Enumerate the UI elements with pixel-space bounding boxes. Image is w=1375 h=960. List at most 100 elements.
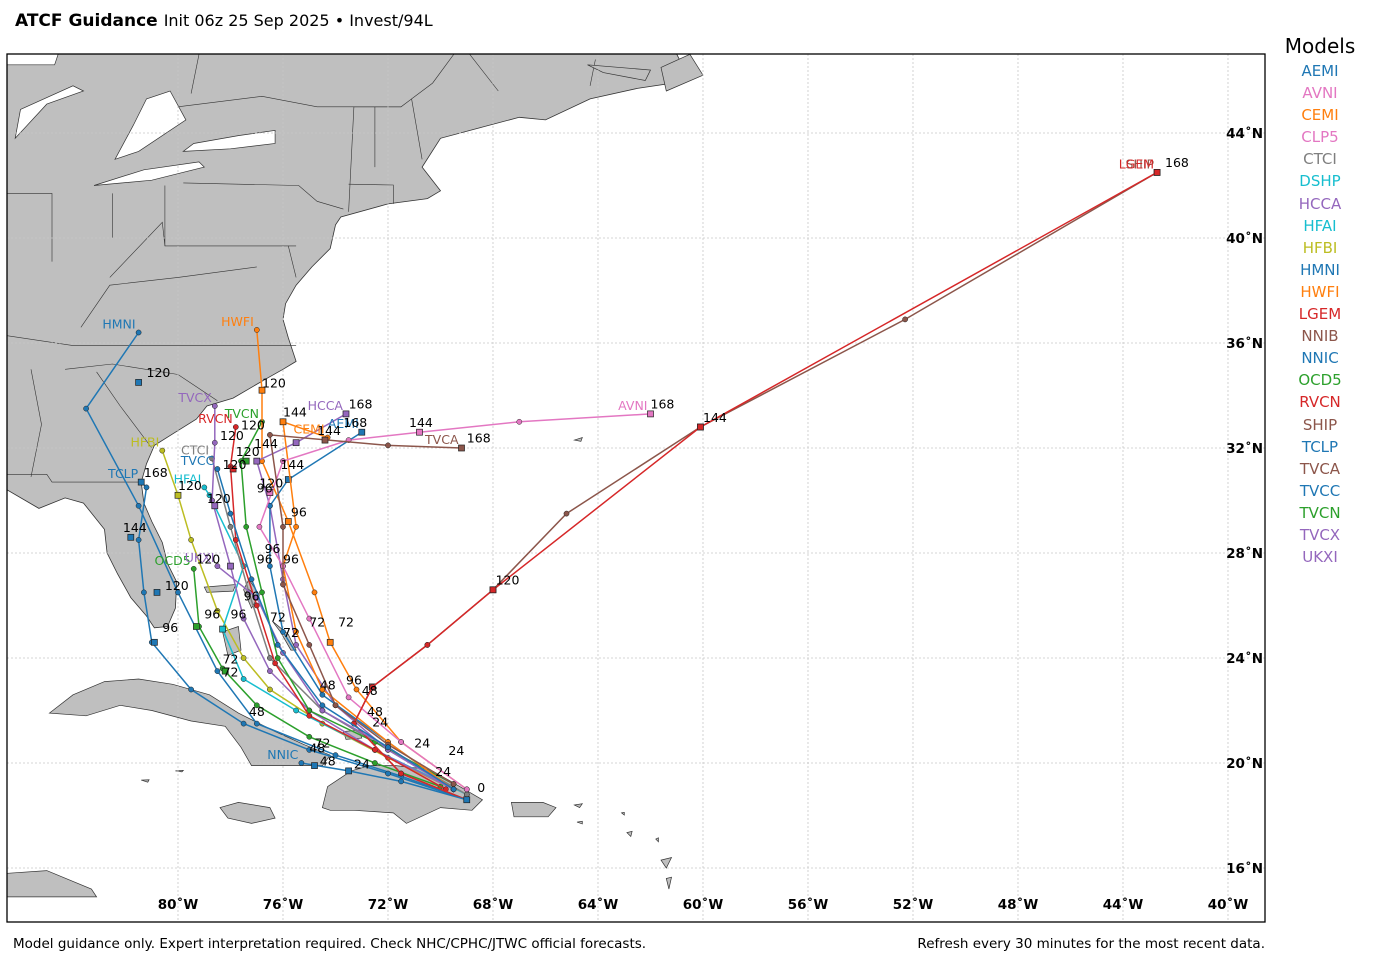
forecast-hour-label: 168 <box>651 397 675 412</box>
track-point <box>253 720 260 727</box>
lon-tick-label: 60˚W <box>683 896 724 913</box>
forecast-hour-label: 24 <box>448 743 464 758</box>
forecast-hour-label: 24 <box>354 756 370 771</box>
track-end-label: HMNI <box>102 317 135 332</box>
hour-marker <box>253 457 261 465</box>
track-point <box>450 786 457 793</box>
forecast-hour-label: 96 <box>257 552 273 567</box>
legend-item-tclp: TCLP <box>1301 437 1339 456</box>
forecast-hour-label: 48 <box>309 741 325 756</box>
legend-item-tvca: TVCA <box>1299 459 1341 478</box>
model-legend: Models AEMI AVNI CEMI CLP5 CTCI DSHP HCCA HFAI H… <box>1276 34 1364 568</box>
forecast-hour-label: 24 <box>414 735 430 750</box>
track-point <box>293 642 299 648</box>
track-point <box>274 642 281 648</box>
forecast-hour-label: 120 <box>207 491 231 506</box>
legend-title: Models <box>1284 34 1356 58</box>
forecast-hour-label: 96 <box>231 607 247 622</box>
legend-item-rvcn: RVCN <box>1299 393 1341 412</box>
track-end-label: RVCN <box>198 411 233 426</box>
legend-item-tvcx: TVCX <box>1299 525 1341 544</box>
map-frame <box>6 53 1266 923</box>
track-end-label: TVCX <box>177 390 212 405</box>
legend-item-aemi: AEMI <box>1301 62 1339 80</box>
legend-item-ukxi: UKXI <box>1302 548 1338 567</box>
lat-tick-label: 44˚N <box>1226 125 1263 142</box>
forecast-hour-label: 120 <box>165 578 189 593</box>
track-point <box>353 686 360 693</box>
track-point <box>280 628 286 635</box>
init-marker <box>463 796 471 804</box>
forecast-hour-label: 72 <box>270 609 286 624</box>
track-line <box>229 426 447 790</box>
forecast-hour-label: 48 <box>320 754 336 769</box>
track-point <box>232 424 239 430</box>
track-point <box>240 655 247 661</box>
legend-item-nnib: NNIB <box>1301 327 1339 346</box>
hour-marker <box>137 478 145 486</box>
track-end-label: AEMI <box>328 416 359 431</box>
forecast-hour-label: 168 <box>467 431 491 446</box>
page-title: ATCF Guidance Init 06z 25 Sep 2025 • Inve… <box>15 11 433 31</box>
legend-item-tvcn: TVCN <box>1299 503 1341 522</box>
legend-item-hmni: HMNI <box>1300 260 1340 279</box>
forecast-hour-label: 96 <box>265 541 281 556</box>
forecast-hour-label: 144 <box>123 520 147 535</box>
hour-marker <box>292 439 300 447</box>
track-point <box>272 660 278 667</box>
legend-item-ship: SHIP <box>1302 415 1338 434</box>
lat-tick-label: 32˚N <box>1226 440 1263 457</box>
track-end-label: HFAI <box>174 471 202 486</box>
hour-marker <box>489 586 497 594</box>
legend-item-hfai: HFAI <box>1303 216 1337 235</box>
track-point <box>253 602 260 609</box>
hour-marker <box>458 444 465 452</box>
track-point <box>227 523 234 530</box>
track-point <box>214 607 221 614</box>
track-point <box>214 466 221 472</box>
track-point <box>201 484 208 491</box>
forecast-hour-label: 48 <box>367 704 383 719</box>
track-point <box>293 707 299 714</box>
hour-marker <box>311 762 318 769</box>
track-end-label: NNIC <box>267 747 298 762</box>
track-end-label: CTCI <box>181 443 209 458</box>
track-point <box>293 628 299 635</box>
hour-marker <box>358 428 366 436</box>
lon-tick-label: 76˚W <box>263 896 304 913</box>
forecast-hour-label: 96 <box>346 672 362 687</box>
track-point <box>902 316 908 323</box>
track-point <box>240 720 247 727</box>
track-point <box>135 502 142 509</box>
lon-tick-label: 56˚W <box>788 896 829 913</box>
title-subtitle: Init 06z 25 Sep 2025 • Invest/94L <box>163 11 433 30</box>
forecast-hour-label: 72 <box>309 615 325 630</box>
axis-tick-labels: 80˚W 76˚W 72˚W 68˚W 64˚W 60˚W 56˚W 52˚W 48˚W 44˚W… <box>158 125 1263 913</box>
legend-item-hwfi: HWFI <box>1300 282 1340 301</box>
forecast-hour-label: 96 <box>204 607 220 622</box>
forecast-hour-label: 72 <box>223 664 239 679</box>
lon-tick-label: 52˚W <box>893 896 934 913</box>
track-point <box>424 642 431 648</box>
lat-tick-label: 20˚N <box>1226 755 1263 772</box>
track-point <box>369 684 376 690</box>
track-point <box>267 668 273 674</box>
track-point <box>259 589 265 596</box>
track-point <box>298 760 305 766</box>
lat-tick-label: 40˚N <box>1226 230 1263 247</box>
graticule <box>7 54 1265 922</box>
lon-tick-label: 72˚W <box>368 896 409 913</box>
hour-marker <box>266 489 274 496</box>
track-point <box>332 702 339 709</box>
forecast-hour-label: 144 <box>283 405 307 420</box>
forecast-hour-label: 72 <box>283 625 299 640</box>
track-end-label: SHIP <box>1126 156 1155 171</box>
track-point <box>188 686 194 693</box>
forecast-hour-label: 168 <box>144 465 168 480</box>
track-point <box>319 686 326 693</box>
forecast-hour-label: 24 <box>435 764 451 779</box>
track-point <box>240 676 247 682</box>
forecast-hour-label: 120 <box>147 365 171 380</box>
